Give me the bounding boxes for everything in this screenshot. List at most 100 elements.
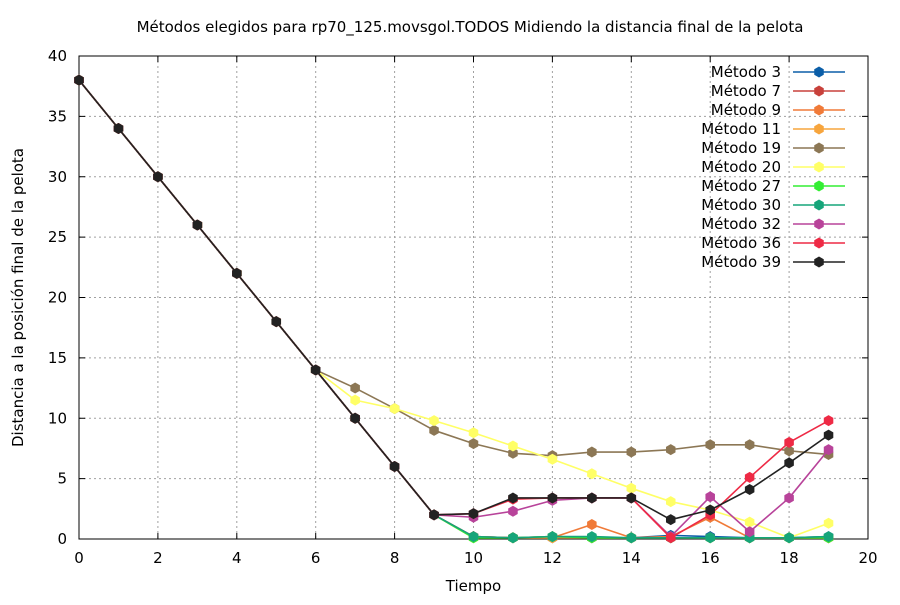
data-point <box>547 453 558 465</box>
data-point <box>665 444 676 456</box>
data-point <box>784 457 794 469</box>
data-point <box>74 74 84 86</box>
series-11 <box>74 74 834 526</box>
legend-swatch-marker <box>814 104 824 116</box>
data-point <box>468 531 479 543</box>
data-point <box>350 412 360 424</box>
legend-label: Método 19 <box>701 139 781 157</box>
y-tick-label: 30 <box>48 168 67 186</box>
data-point <box>192 219 203 231</box>
legend-label: Método 9 <box>711 101 781 119</box>
data-point <box>823 531 834 543</box>
data-point <box>310 364 321 376</box>
legend-swatch-marker <box>814 256 824 268</box>
data-point <box>744 526 755 538</box>
y-tick-label: 40 <box>48 47 67 65</box>
x-tick-label: 4 <box>232 549 242 567</box>
data-point <box>626 492 637 504</box>
legend-item: Método 32 <box>701 215 845 233</box>
legend-swatch-marker <box>814 180 824 192</box>
legend-item: Método 7 <box>711 82 845 100</box>
data-point <box>784 436 794 448</box>
data-point <box>508 492 518 504</box>
legend-label: Método 27 <box>701 177 781 195</box>
data-point <box>823 444 834 456</box>
data-point <box>744 483 755 495</box>
data-point <box>784 532 794 544</box>
axis-ticks: 0 2 4 6 8 10 12 14 16 18 20 0 5 10 15 20 25 30 35 40 <box>48 47 878 567</box>
data-point <box>113 122 124 134</box>
legend-item: Método 39 <box>701 253 845 271</box>
data-point <box>626 446 637 458</box>
data-point <box>389 461 400 473</box>
x-axis-title: Tiempo <box>445 577 501 595</box>
data-point <box>587 519 597 531</box>
data-point <box>468 438 479 450</box>
legend-item: Método 19 <box>701 139 845 157</box>
legend-swatch-marker <box>814 123 824 135</box>
legend-label: Método 3 <box>711 63 781 81</box>
data-point <box>468 427 479 439</box>
legend-swatch-marker <box>814 142 824 154</box>
legend-swatch-marker <box>814 218 824 230</box>
data-point <box>350 394 360 406</box>
y-tick-label: 5 <box>57 470 67 488</box>
x-tick-label: 20 <box>858 549 877 567</box>
legend-label: Método 11 <box>701 120 781 138</box>
data-point <box>744 471 755 483</box>
data-point <box>705 504 715 516</box>
legend-swatch-marker <box>814 161 824 173</box>
x-tick-label: 10 <box>464 549 483 567</box>
data-point <box>271 316 282 328</box>
data-point <box>744 516 755 528</box>
data-point <box>547 531 558 543</box>
data-point <box>705 491 715 503</box>
legend-label: Método 20 <box>701 158 781 176</box>
data-point <box>626 482 637 494</box>
data-point <box>823 429 834 441</box>
data-point <box>705 532 715 544</box>
data-point <box>784 445 794 457</box>
y-tick-label: 0 <box>57 530 67 548</box>
data-point <box>508 532 518 544</box>
data-point <box>429 424 439 436</box>
data-point <box>744 439 755 451</box>
data-point <box>823 415 834 427</box>
series-line <box>78 79 830 521</box>
legend-swatch-marker <box>814 199 824 211</box>
data-point <box>429 509 439 521</box>
data-point <box>665 532 676 544</box>
data-point <box>665 496 676 508</box>
legend-swatch-marker <box>814 66 824 78</box>
x-tick-label: 18 <box>780 549 799 567</box>
x-tick-label: 6 <box>311 549 321 567</box>
legend-item: Método 9 <box>711 101 845 119</box>
legend-swatch-marker <box>814 237 824 249</box>
legend-item: Método 3 <box>711 63 845 81</box>
data-point <box>665 514 676 526</box>
data-point <box>587 468 597 480</box>
grid <box>79 56 868 539</box>
legend-item: Método 36 <box>701 234 845 252</box>
data-point <box>784 492 794 504</box>
series-lines <box>74 74 834 544</box>
legend-label: Método 36 <box>701 234 781 252</box>
data-point <box>508 447 518 459</box>
y-tick-label: 25 <box>48 228 67 246</box>
data-point <box>705 439 715 451</box>
legend-swatch-marker <box>814 85 824 97</box>
y-tick-label: 15 <box>48 349 67 367</box>
data-point <box>232 267 242 279</box>
y-axis-title: Distancia a la posición final de la pelo… <box>9 148 27 447</box>
y-tick-label: 20 <box>48 289 67 307</box>
legend-label: Método 32 <box>701 215 781 233</box>
data-point <box>429 415 439 427</box>
chart-title: Métodos elegidos para rp70_125.movsgol.T… <box>137 18 804 37</box>
legend-label: Método 39 <box>701 253 781 271</box>
legend-item: Método 20 <box>701 158 845 176</box>
data-point <box>547 492 558 504</box>
